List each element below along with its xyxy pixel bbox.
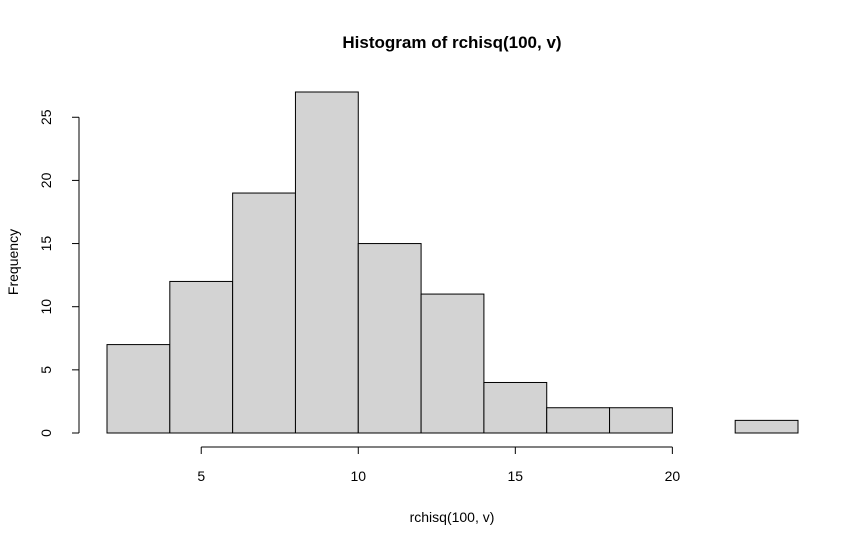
- x-axis: 5 10 15 20: [197, 446, 681, 484]
- y-tick-label: 0: [38, 429, 54, 437]
- histogram-bar: [169, 280, 234, 434]
- chart-title: Histogram of rchisq(100, v): [342, 33, 561, 52]
- bars-group: [106, 91, 799, 434]
- y-axis: 0 5 10 15 20 25: [38, 109, 80, 437]
- histogram-bar: [734, 419, 799, 434]
- histogram-bar: [357, 243, 422, 434]
- y-tick-label: 20: [38, 172, 54, 188]
- histogram-bar: [420, 293, 485, 434]
- y-axis-label: Frequency: [5, 229, 21, 295]
- x-axis-label: rchisq(100, v): [410, 509, 495, 525]
- histogram-bar: [609, 407, 673, 434]
- histogram-bar: [106, 344, 171, 434]
- x-tick-label: 15: [508, 468, 524, 484]
- histogram-bar: [546, 407, 611, 434]
- histogram-bar: [294, 91, 359, 434]
- y-tick-label: 25: [38, 109, 54, 125]
- x-tick-label: 20: [665, 468, 681, 484]
- y-tick-label: 10: [38, 299, 54, 315]
- y-tick-label: 15: [38, 236, 54, 252]
- x-tick-label: 5: [197, 468, 205, 484]
- y-tick-label: 5: [38, 366, 54, 374]
- histogram-bar: [483, 381, 548, 434]
- x-tick-label: 10: [350, 468, 366, 484]
- histogram-bar: [232, 192, 296, 434]
